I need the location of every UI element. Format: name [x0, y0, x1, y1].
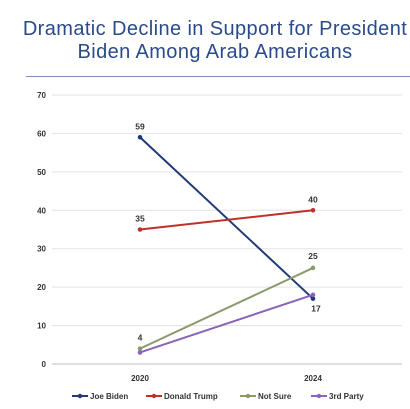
y-tick-label-50: 50: [37, 168, 46, 177]
series-line-donald-trump: [139, 209, 314, 231]
legend-label-not-sure: Not Sure: [258, 392, 292, 401]
y-tick-label-40: 40: [37, 206, 46, 215]
data-point-3rd-party-2024: [310, 292, 316, 298]
series-line-not-sure: [139, 266, 314, 350]
chart-title-line-2: Biden Among Arab Americans: [77, 41, 353, 63]
y-tick-label-30: 30: [37, 245, 46, 254]
series-line-joe-biden: [139, 136, 314, 300]
y-tick-label-70: 70: [37, 91, 46, 100]
y-tick-label-20: 20: [37, 283, 46, 292]
data-point-not-sure-2020: [137, 346, 143, 351]
chart-title: Dramatic Decline in Support for Presiden…: [0, 18, 410, 64]
data-label-donald-trump-2020: 35: [135, 214, 145, 224]
legend-marker-donald-trump: [151, 393, 157, 399]
legend-marker-joe-biden: [77, 393, 83, 399]
x-tick-label-2020: 2020: [131, 374, 149, 383]
data-label-donald-trump-2024: 40: [308, 194, 318, 204]
data-point-3rd-party-2020: [137, 350, 143, 355]
data-point-joe-biden-2024: [310, 296, 316, 301]
y-tick-label-0: 0: [42, 360, 47, 369]
legend-marker-3rd-party: [316, 393, 322, 399]
data-label-joe-biden-2024: 17: [311, 304, 321, 314]
title-divider: [26, 76, 410, 77]
legend-label-donald-trump: Donald Trump: [164, 392, 218, 401]
series-line-3rd-party: [139, 293, 314, 354]
data-point-not-sure-2024: [310, 265, 316, 271]
data-label-not-sure-2020: 4: [138, 333, 143, 343]
legend-marker-not-sure: [245, 393, 251, 399]
data-point-donald-trump-2024: [310, 207, 316, 213]
data-label-not-sure-2024: 25: [308, 251, 318, 261]
chart-title-line-1: Dramatic Decline in Support for Presiden…: [22, 18, 408, 40]
x-tick-label-2024: 2024: [304, 374, 322, 383]
y-tick-label-60: 60: [37, 129, 46, 138]
y-tick-label-10: 10: [37, 322, 46, 331]
title-area: Dramatic Decline in Support for Presiden…: [0, 0, 410, 80]
data-point-joe-biden-2020: [137, 134, 143, 140]
data-point-donald-trump-2020: [137, 227, 143, 232]
data-label-joe-biden-2020: 59: [135, 121, 145, 131]
legend-label-joe-biden: Joe Biden: [90, 392, 128, 401]
legend-label-3rd-party: 3rd Party: [329, 392, 364, 401]
